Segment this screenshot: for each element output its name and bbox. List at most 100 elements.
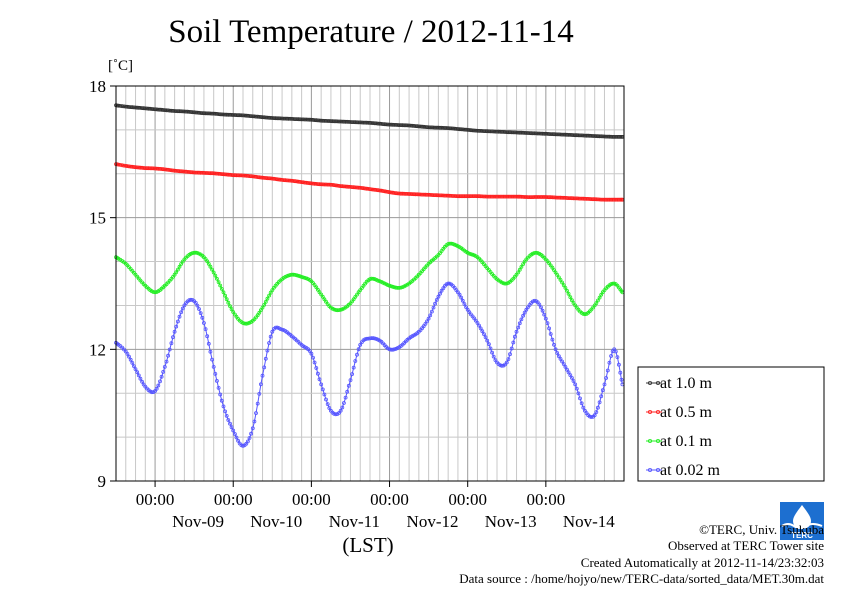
series-point <box>618 197 623 202</box>
y-tick-label: 12 <box>89 340 106 359</box>
series-point <box>149 390 154 395</box>
series-point <box>573 382 578 387</box>
series-point <box>257 310 262 315</box>
y-tick-label: 15 <box>89 209 106 228</box>
series-point <box>218 283 223 288</box>
series-1 <box>114 103 625 139</box>
series-point <box>563 285 568 290</box>
series-point <box>517 321 522 326</box>
series-point <box>499 363 504 368</box>
series-point <box>346 383 351 388</box>
series-point <box>307 349 312 353</box>
legend-marker <box>656 380 661 385</box>
series-point <box>473 318 478 323</box>
series-point <box>570 298 574 303</box>
series-point <box>174 270 179 275</box>
series-point <box>371 276 376 281</box>
legend-marker <box>656 467 661 472</box>
series-point <box>122 163 126 168</box>
x-axis-label: (LST) <box>342 533 393 557</box>
series-point <box>548 332 553 336</box>
legend-marker <box>648 438 653 443</box>
series-point <box>460 298 465 303</box>
series-point <box>213 371 218 376</box>
wave-icon <box>781 523 823 529</box>
series-point <box>425 319 429 324</box>
series-point <box>169 341 174 346</box>
series-point <box>320 387 325 392</box>
series-point <box>428 313 433 318</box>
series-point <box>581 405 586 410</box>
legend-item: at 1.0 m <box>646 375 713 392</box>
x-day-label: Nov-11 <box>329 512 380 531</box>
series-point <box>203 327 208 332</box>
series-point <box>213 273 218 278</box>
series-point <box>167 347 172 352</box>
series-point <box>583 312 587 317</box>
series-point <box>252 419 257 424</box>
series-point <box>254 411 258 416</box>
series-point <box>314 366 319 370</box>
legend-marker <box>648 467 653 472</box>
series-point <box>431 305 436 310</box>
series-point <box>206 261 211 266</box>
series-point <box>263 299 268 304</box>
series-point <box>118 162 123 167</box>
series-point <box>133 367 138 372</box>
x-day-label: Nov-14 <box>563 512 615 531</box>
series-point <box>555 272 560 277</box>
series-point <box>270 329 275 334</box>
credit-copyright: ©TERC, Univ. Tsukuba <box>699 522 824 537</box>
legend-marker <box>656 409 661 414</box>
series-point <box>228 421 232 426</box>
series-point <box>193 300 198 305</box>
series-layer <box>114 103 625 448</box>
series-point <box>221 404 226 409</box>
series-point <box>249 431 254 436</box>
legend-marker <box>656 438 661 443</box>
series-point <box>617 197 621 202</box>
series-point <box>130 360 135 365</box>
series-point <box>503 281 508 286</box>
series-point <box>116 162 121 167</box>
series-point <box>596 405 600 410</box>
series-point <box>216 385 221 390</box>
legend-item: at 0.1 m <box>646 433 713 450</box>
legend-label: at 0.02 m <box>660 462 721 479</box>
x-tick-label: 00:00 <box>526 490 565 509</box>
legend-marker <box>648 380 653 385</box>
series-point <box>262 302 267 307</box>
legend-label: at 0.5 m <box>660 404 713 421</box>
credit-source: Data source : /home/hojyo/new/TERC-data/… <box>459 571 824 586</box>
series-point <box>619 377 624 382</box>
series-point <box>234 435 239 440</box>
y-tick-label: 9 <box>98 472 107 491</box>
series-point <box>223 409 228 414</box>
series-point <box>604 376 608 380</box>
series-point <box>514 329 519 334</box>
series-point <box>267 341 272 345</box>
series-point <box>565 367 569 372</box>
series-point <box>188 297 193 302</box>
legend-label: at 0.1 m <box>660 433 713 450</box>
series-point <box>333 412 338 417</box>
series-point <box>434 297 439 302</box>
series-point <box>482 332 486 337</box>
series-point <box>537 302 542 307</box>
series-point <box>210 357 215 362</box>
series-point <box>231 428 236 433</box>
series-point <box>214 378 219 383</box>
series-point <box>338 408 343 413</box>
series-point <box>263 356 268 361</box>
credit-created: Created Automatically at 2012-11-14/23:3… <box>580 555 824 570</box>
series-point <box>161 369 166 374</box>
series-point <box>464 305 469 310</box>
series-point <box>568 373 573 378</box>
series-point <box>311 355 315 360</box>
series-point <box>597 295 602 300</box>
series-point <box>522 310 527 315</box>
series-point <box>341 401 346 405</box>
series-point <box>436 294 441 299</box>
series-point <box>618 370 623 375</box>
grid-lines <box>116 86 624 481</box>
